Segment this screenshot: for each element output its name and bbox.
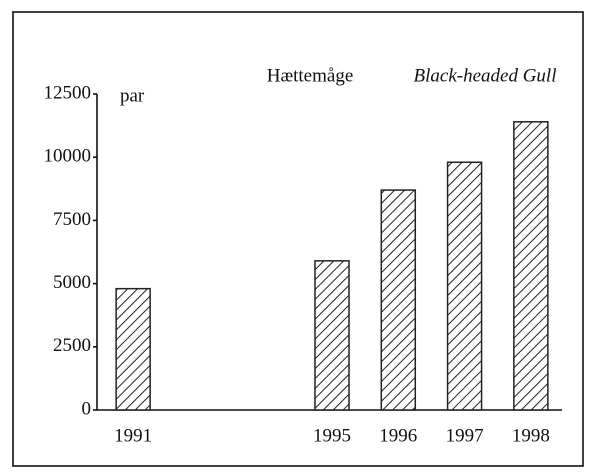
bar xyxy=(115,287,151,411)
bar xyxy=(513,121,549,411)
y-tick-label: 12500 xyxy=(44,82,92,103)
y-tick-label: 5000 xyxy=(53,272,91,293)
chart-title: Hættemåge xyxy=(267,65,354,86)
x-tick-label: 1995 xyxy=(313,425,351,446)
y-tick-label: 0 xyxy=(82,398,92,419)
x-tick-label: 1997 xyxy=(446,425,484,446)
bar xyxy=(314,260,350,411)
x-tick-label: 1991 xyxy=(114,425,152,446)
y-axis-label: par xyxy=(120,85,145,106)
y-tick-label: 7500 xyxy=(53,209,91,230)
frame xyxy=(12,11,584,467)
y-tick-label: 2500 xyxy=(53,335,91,356)
x-tick-label: 1998 xyxy=(512,425,550,446)
bar xyxy=(380,189,417,411)
y-tick-label: 10000 xyxy=(44,146,92,167)
x-tick-label: 1996 xyxy=(379,425,417,446)
chart-subtitle: Black-headed Gull xyxy=(414,65,557,86)
bar xyxy=(446,161,483,411)
